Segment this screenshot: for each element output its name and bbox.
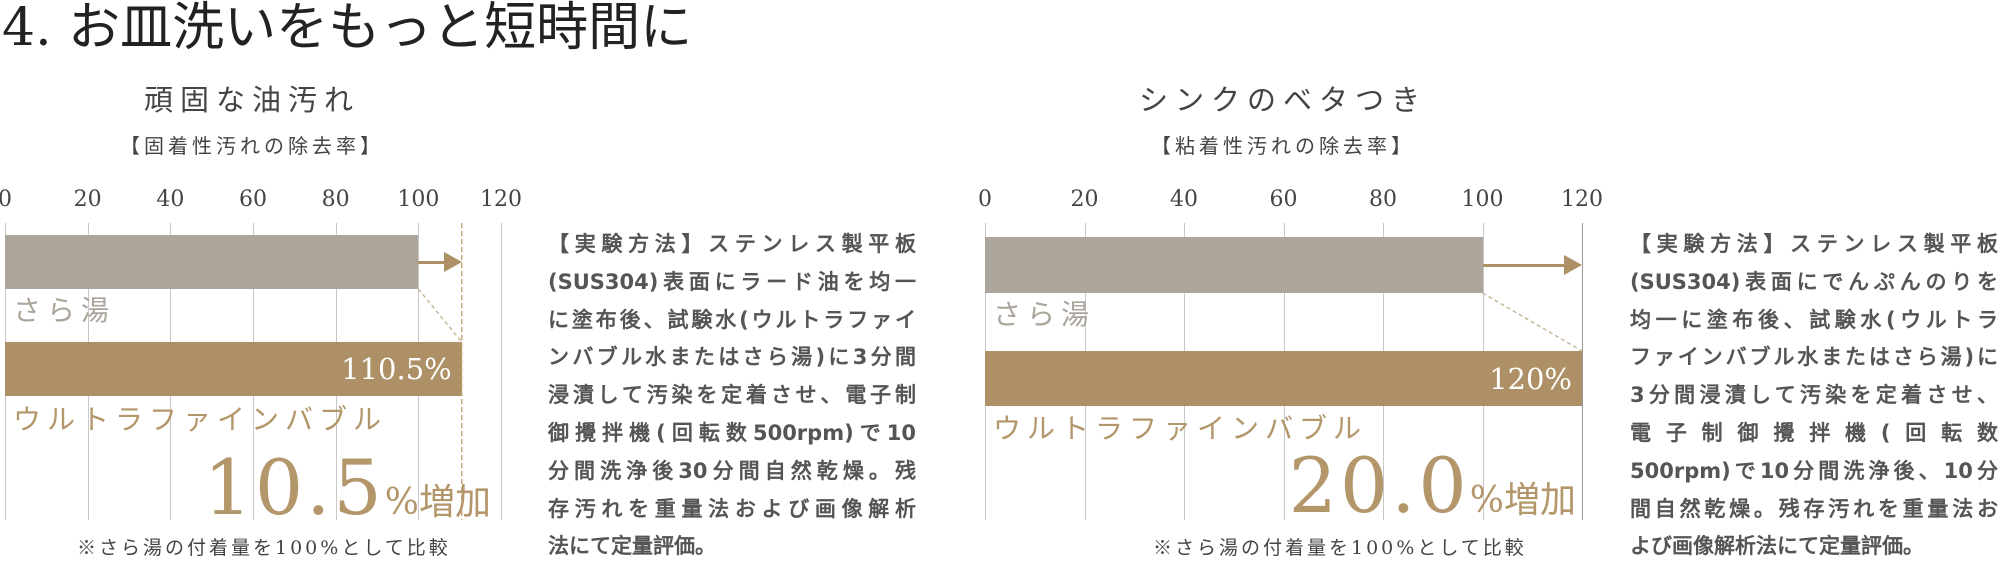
- bar-ultrafine-bubble: [985, 351, 1582, 406]
- arrow-head-icon: [443, 252, 462, 272]
- method-line: 【実験方法】ステンレス製平板: [548, 232, 916, 256]
- increase-unit: %増加: [384, 482, 491, 523]
- axis-tick-label: 120: [480, 187, 522, 212]
- increase-label: 20.0%増加: [1289, 448, 1576, 537]
- gridline: [501, 223, 502, 520]
- axis-tick-label: 20: [1070, 187, 1099, 212]
- increase-unit: %増加: [1469, 480, 1576, 521]
- method-line: ンバブル水またはさら湯)に3分間: [548, 345, 916, 370]
- method-line: よび画像解析法にて定量評価。: [1630, 534, 1924, 559]
- method-line: 御攪拌機(回転数500rpm)で10: [548, 420, 916, 445]
- footnote: ※さら湯の付着量を100%として比較: [77, 537, 451, 559]
- chart-subtitle: 【固着性汚れの除去率】: [120, 134, 384, 158]
- axis-tick-label: 60: [1269, 187, 1298, 212]
- chart-title: 頑固な油汚れ: [143, 83, 360, 117]
- increase-number: 20.0: [1288, 441, 1470, 530]
- axis-tick-label: 40: [1170, 187, 1198, 212]
- method-line: (SUS304)表面にラード油を均一: [548, 269, 916, 294]
- axis-tick-label: 100: [1461, 187, 1504, 212]
- page-title: 4. お皿洗いをもっと短時間に: [2, 0, 693, 58]
- method-line: 均一に塗布後、試験水(ウルトラ: [1630, 307, 1998, 332]
- value-label: 110.5%: [341, 352, 452, 386]
- axis-tick-label: 20: [73, 187, 102, 212]
- method-line: に塗布後、試験水(ウルトラファイ: [548, 307, 916, 332]
- axis-tick-label: 60: [239, 187, 267, 212]
- chart-subtitle: 【粘着性汚れの除去率】: [1151, 134, 1415, 158]
- increase-label: 10.5%増加: [204, 450, 491, 539]
- bar-baseline: [5, 235, 419, 289]
- axis-tick-label: 0: [978, 187, 992, 212]
- category-label: さら湯: [13, 294, 116, 327]
- value-label: 120%: [1489, 361, 1572, 396]
- increase-number: 10.5: [203, 443, 385, 532]
- bar-baseline: [985, 237, 1483, 293]
- axis-tick-label: 100: [397, 187, 440, 212]
- method-line: 分間洗浄後30分間自然乾燥。残: [548, 458, 916, 483]
- category-label: ウルトラファインバブル: [13, 403, 388, 436]
- axis-tick-label: 80: [321, 187, 350, 212]
- method-line: 3分間浸漬して汚染を定着させ、: [1630, 383, 1998, 408]
- method-line: 電子制御攪拌機(回転数: [1630, 420, 1998, 445]
- axis-tick-label: 80: [1369, 187, 1397, 212]
- axis-tick-label: 40: [156, 187, 185, 212]
- method-text: 【実験方法】ステンレス製平板 (SUS304)表面にでんぷんのりを 均一に塗布後、試…: [1630, 226, 1998, 566]
- method-line: 【実験方法】ステンレス製平板: [1630, 232, 1998, 256]
- arrow-head-icon: [1564, 255, 1582, 275]
- method-text: 【実験方法】ステンレス製平板 (SUS304)表面にラード油を均一 に塗布後、試験水…: [548, 226, 916, 566]
- method-line: ファインバブル水またはさら湯)に: [1630, 345, 1998, 370]
- method-line: 存汚れを重量法および画像解析: [548, 496, 916, 521]
- gridline: [1582, 223, 1583, 520]
- axis-tick-label: 120: [1561, 187, 1603, 212]
- method-line: 浸漬して汚染を定着させ、電子制: [548, 383, 916, 408]
- dashed-line: [417, 288, 463, 343]
- arrow-line: [418, 261, 446, 264]
- category-label: さら湯: [993, 298, 1096, 331]
- dashed-line: [1482, 292, 1583, 352]
- category-label: ウルトラファインバブル: [993, 412, 1368, 445]
- chart-title: シンクのベタつき: [1138, 83, 1427, 117]
- method-line: 間自然乾燥。残存汚れを重量法お: [1630, 496, 1998, 521]
- method-line: 500rpm)で10分間洗浄後、10分: [1630, 458, 1998, 483]
- arrow-line: [1482, 264, 1566, 267]
- axis-tick-label: 0: [0, 187, 12, 212]
- bar-ultrafine-bubble: [5, 342, 462, 396]
- footnote: ※さら湯の付着量を100%として比較: [1153, 537, 1527, 559]
- method-line: (SUS304)表面にでんぷんのりを: [1630, 269, 1998, 294]
- method-line: 法にて定量評価。: [548, 534, 716, 559]
